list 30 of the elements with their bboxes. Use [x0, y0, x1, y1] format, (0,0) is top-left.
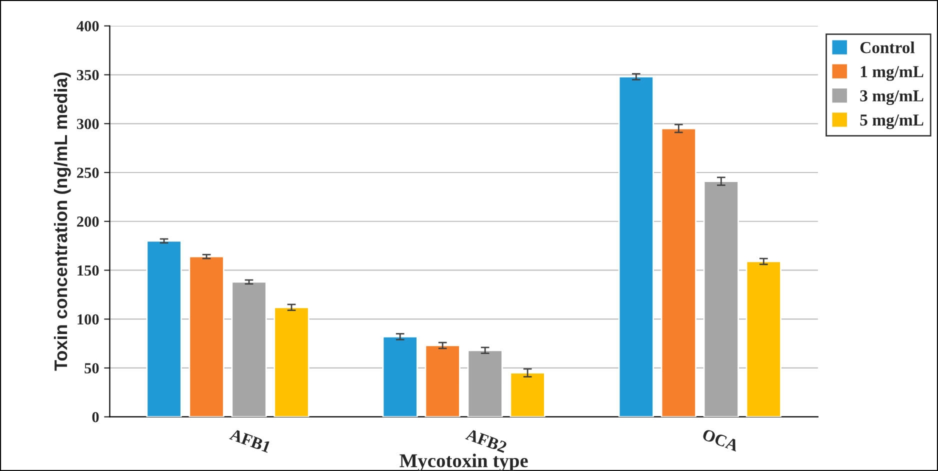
bar: [510, 372, 546, 417]
bar: [703, 180, 739, 417]
y-tick-label: 150: [78, 265, 99, 276]
bar: [467, 350, 503, 417]
bar: [660, 128, 696, 417]
bar: [146, 240, 182, 417]
y-tick-label: 200: [77, 216, 99, 227]
bar: [746, 260, 782, 417]
x-axis-title: Mycotoxin type: [400, 454, 528, 471]
legend-label: 3 mg/mL: [860, 90, 924, 105]
bar: [188, 256, 224, 417]
bar: [382, 336, 418, 417]
y-tick-label: 250: [77, 168, 99, 178]
legend-label: 5 mg/mL: [860, 114, 924, 130]
y-tick-label: 350: [76, 70, 99, 80]
x-tick-label: OCA: [702, 428, 740, 452]
legend-label: Control: [860, 42, 915, 54]
x-tick-label: AFB2: [465, 428, 508, 453]
y-tick-label: 100: [78, 314, 99, 325]
y-tick-label: 0: [92, 412, 99, 422]
y-axis-title: Toxin concentration (ng/mL media): [54, 72, 71, 371]
x-tick-label: AFB1: [229, 428, 272, 453]
bar: [231, 281, 267, 417]
bar: [424, 344, 460, 417]
y-tick-label: 300: [76, 118, 99, 130]
bar: [274, 306, 310, 417]
y-tick-label: 50: [84, 363, 99, 374]
y-tick-label: 400: [76, 21, 99, 32]
bar: [618, 76, 654, 417]
legend-label: 1 mg/mL: [860, 66, 924, 81]
